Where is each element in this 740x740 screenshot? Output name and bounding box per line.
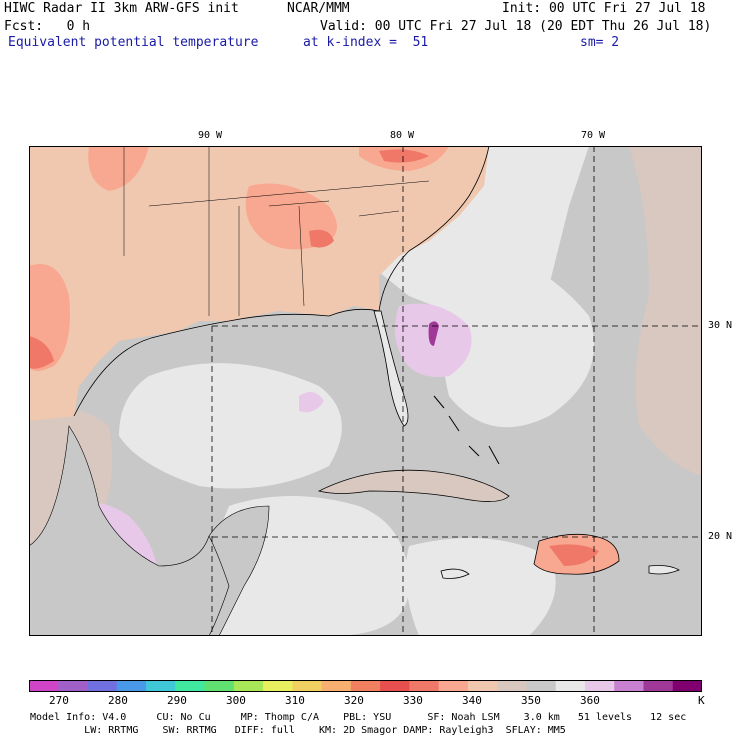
hot-spot-virginia bbox=[379, 149, 429, 163]
colorbar-swatch bbox=[672, 680, 702, 692]
hot-spot-texas bbox=[29, 336, 54, 369]
model-info-line1: Model Info: V4.0 CU: No Cu MP: Thomp C/A… bbox=[30, 712, 687, 723]
colorbar-swatch bbox=[204, 680, 235, 692]
colorbar-tick-300: 300 bbox=[226, 694, 246, 707]
colorbar-tick-360: 360 bbox=[580, 694, 600, 707]
colorbar-swatch bbox=[233, 680, 264, 692]
bahamas-islands bbox=[433, 395, 500, 465]
gulf-light-region bbox=[119, 363, 342, 489]
us-coastline bbox=[73, 146, 490, 417]
jamaica-island bbox=[440, 568, 470, 579]
colorbar-swatch bbox=[58, 680, 89, 692]
smoothing-text: sm= 2 bbox=[580, 35, 620, 50]
colorbar bbox=[29, 680, 702, 692]
colorbar-tick-340: 340 bbox=[462, 694, 482, 707]
colorbar-unit-label: K bbox=[698, 694, 705, 707]
valid-time-text: Valid: 00 UTC Fri 27 Jul 18 (20 EDT Thu … bbox=[320, 19, 712, 34]
lilac-spot-gulf bbox=[299, 392, 324, 413]
colorbar-swatch bbox=[467, 680, 498, 692]
atlantic-light-region bbox=[442, 236, 594, 428]
colorbar-tick-330: 330 bbox=[403, 694, 423, 707]
colorbar-swatch bbox=[87, 680, 118, 692]
colorbar-swatch bbox=[526, 680, 557, 692]
colorbar-swatch bbox=[292, 680, 323, 692]
title-text: HIWC Radar II 3km ARW-GFS init bbox=[4, 1, 239, 16]
purple-streak-atlantic bbox=[428, 321, 439, 346]
cuba-island bbox=[317, 469, 510, 502]
colorbar-swatch bbox=[409, 680, 440, 692]
east-atlantic-tan-region bbox=[629, 146, 702, 476]
colorbar-tick-320: 320 bbox=[344, 694, 364, 707]
colorbar-swatch bbox=[146, 680, 176, 692]
colorbar-swatch bbox=[497, 680, 527, 692]
caribbean-central-light-region bbox=[405, 538, 556, 636]
model-info-line2: LW: RRTMG SW: RRTMG DIFF: full KM: 2D Sm… bbox=[30, 725, 566, 736]
org-text: NCAR/MMM bbox=[287, 1, 350, 16]
colorbar-swatch bbox=[643, 680, 674, 692]
colorbar-swatch bbox=[584, 680, 615, 692]
mexico-land bbox=[29, 425, 270, 636]
field-name-text: Equivalent potential temperature bbox=[8, 35, 259, 50]
colorbar-swatch bbox=[555, 680, 586, 692]
colorbar-swatch bbox=[380, 680, 410, 692]
init-time-text: Init: 00 UTC Fri 27 Jul 18 bbox=[502, 1, 706, 16]
colorbar-swatch bbox=[263, 680, 293, 692]
colorbar-swatch bbox=[29, 680, 59, 692]
equivalent-potential-temperature-map bbox=[29, 146, 702, 636]
colorbar-tick-270: 270 bbox=[49, 694, 69, 707]
colorbar-swatch bbox=[321, 680, 352, 692]
lon-label-80w: 80 W bbox=[390, 130, 415, 141]
lat-lon-grid bbox=[211, 146, 702, 636]
lat-label-20n: 20 N bbox=[708, 531, 733, 542]
colorbar-swatch bbox=[116, 680, 147, 692]
colorbar-tick-350: 350 bbox=[521, 694, 541, 707]
colorbar-tick-290: 290 bbox=[167, 694, 187, 707]
warm-spot-arkansas bbox=[88, 146, 149, 191]
us-land-region bbox=[29, 146, 489, 421]
colorbar-frame bbox=[29, 680, 702, 692]
colorbar-swatch bbox=[614, 680, 644, 692]
colorbar-swatch bbox=[350, 680, 381, 692]
colorbar-tick-280: 280 bbox=[108, 694, 128, 707]
hot-spot-hispaniola bbox=[549, 544, 599, 566]
puerto-rico-island bbox=[648, 565, 680, 575]
forecast-hour-text: Fcst: 0 h bbox=[4, 19, 91, 34]
lat-label-30n: 30 N bbox=[708, 320, 733, 331]
colorbar-tick-310: 310 bbox=[285, 694, 305, 707]
level-text: at k-index = 51 bbox=[303, 35, 429, 50]
lon-label-90w: 90 W bbox=[198, 130, 223, 141]
florida-peninsula bbox=[373, 310, 409, 427]
state-boundaries bbox=[123, 146, 430, 316]
colorbar-swatch bbox=[175, 680, 206, 692]
map-frame bbox=[29, 146, 702, 636]
hot-spot-georgia bbox=[309, 229, 334, 248]
central-america-coastline bbox=[208, 535, 230, 636]
colorbar-swatch bbox=[438, 680, 469, 692]
lon-label-70w: 70 W bbox=[581, 130, 606, 141]
